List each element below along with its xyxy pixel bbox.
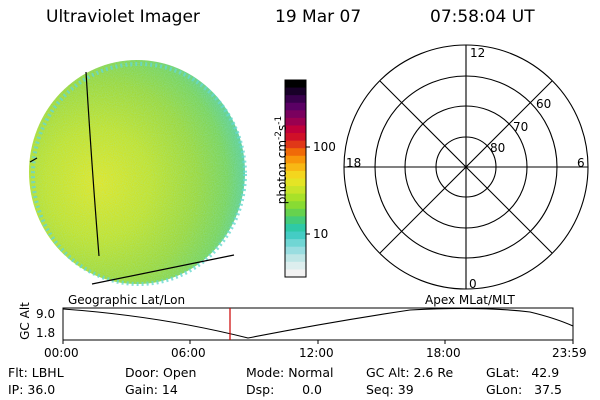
door-status: Door: Open [125, 365, 197, 380]
colorbar-segment [285, 170, 306, 179]
colorbar-segment [285, 201, 306, 210]
mode-status: Mode: Normal [246, 365, 334, 380]
mlt-label-18: 18 [346, 156, 362, 170]
colorbar-segment [285, 117, 306, 126]
polar-diagonal-2 [379, 80, 553, 254]
colorbar-segment [285, 163, 306, 172]
timeline-ymin: 1.8 [36, 326, 56, 340]
timeline-ymax: 9.0 [36, 307, 56, 321]
colorbar [284, 79, 310, 278]
timeline-tick-1200: 12:00 [299, 346, 334, 360]
timeline-tick-0000: 00:00 [44, 346, 79, 360]
colorbar-segment [285, 87, 306, 96]
colorbar-segment [285, 80, 306, 89]
colorbar-segment [285, 95, 306, 104]
geographic-caption: Geographic Lat/Lon [68, 293, 186, 307]
colorbar-segment [285, 261, 306, 270]
colorbar-label: photon cm-2s-1 [274, 100, 289, 220]
timeline-tick-1800: 18:00 [426, 346, 461, 360]
colorbar-segment [285, 216, 306, 225]
colorbar-label-exp2: -1 [274, 115, 284, 125]
timeline-tick-0600: 06:00 [171, 346, 206, 360]
filter-status: Flt: LBHL [8, 365, 64, 380]
date-label: 19 Mar 07 [275, 7, 362, 27]
colorbar-tick-label-100: 100 [313, 140, 336, 154]
colorbar-segment [285, 155, 306, 164]
uv-earth-image [29, 60, 247, 286]
altitude-timeline [62, 307, 574, 344]
colorbar-segment [285, 186, 306, 195]
gc-alt-status: GC Alt: 2.6 Re [366, 365, 454, 380]
mlt-label-0: 0 [469, 277, 477, 291]
latitude-line [91, 254, 235, 285]
seq-status: Seq: 39 [366, 382, 414, 397]
app-title: Ultraviolet Imager [46, 7, 200, 27]
mlt-label-12: 12 [470, 46, 486, 60]
colorbar-segment [285, 254, 306, 263]
colorbar-tick-label-10: 10 [313, 227, 329, 241]
glon-status: GLon: 37.5 [486, 382, 562, 397]
colorbar-segment [285, 110, 306, 119]
apex-caption: Apex MLat/MLT [425, 293, 515, 307]
colorbar-segment [285, 223, 306, 233]
timeline-ylabel: GC Alt [18, 302, 32, 340]
glat-status: GLat: 42.9 [486, 365, 560, 380]
meridian-line [85, 71, 100, 257]
colorbar-segment [285, 239, 306, 248]
mlat-label-70: 70 [513, 120, 529, 134]
colorbar-segment [285, 178, 306, 187]
colorbar-segment [285, 246, 306, 255]
mlt-label-6: 6 [577, 156, 585, 170]
colorbar-segment [285, 148, 306, 157]
colorbar-segment [285, 208, 306, 217]
grid-tick [29, 157, 38, 163]
ip-status: IP: 36.0 [8, 382, 56, 397]
colorbar-label-s: s [275, 124, 289, 131]
altitude-curve [62, 307, 574, 339]
colorbar-segment [285, 102, 306, 111]
colorbar-label-unit: photon cm [275, 139, 289, 205]
colorbar-segment [285, 269, 306, 278]
polar-plot [343, 44, 589, 290]
mlat-label-60: 60 [536, 97, 552, 111]
colorbar-segment [285, 133, 306, 142]
time-label: 07:58:04 UT [430, 7, 535, 27]
colorbar-segment [285, 231, 306, 240]
dsp-status: Dsp: 0.0 [246, 382, 322, 397]
gain-status: Gain: 14 [125, 382, 178, 397]
colorbar-segment [285, 193, 306, 202]
colorbar-segment [285, 140, 306, 149]
colorbar-label-exp1: -2 [274, 130, 284, 140]
mlat-label-80: 80 [490, 141, 506, 155]
colorbar-segment [285, 125, 306, 134]
timeline-tick-2359: 23:59 [552, 346, 587, 360]
